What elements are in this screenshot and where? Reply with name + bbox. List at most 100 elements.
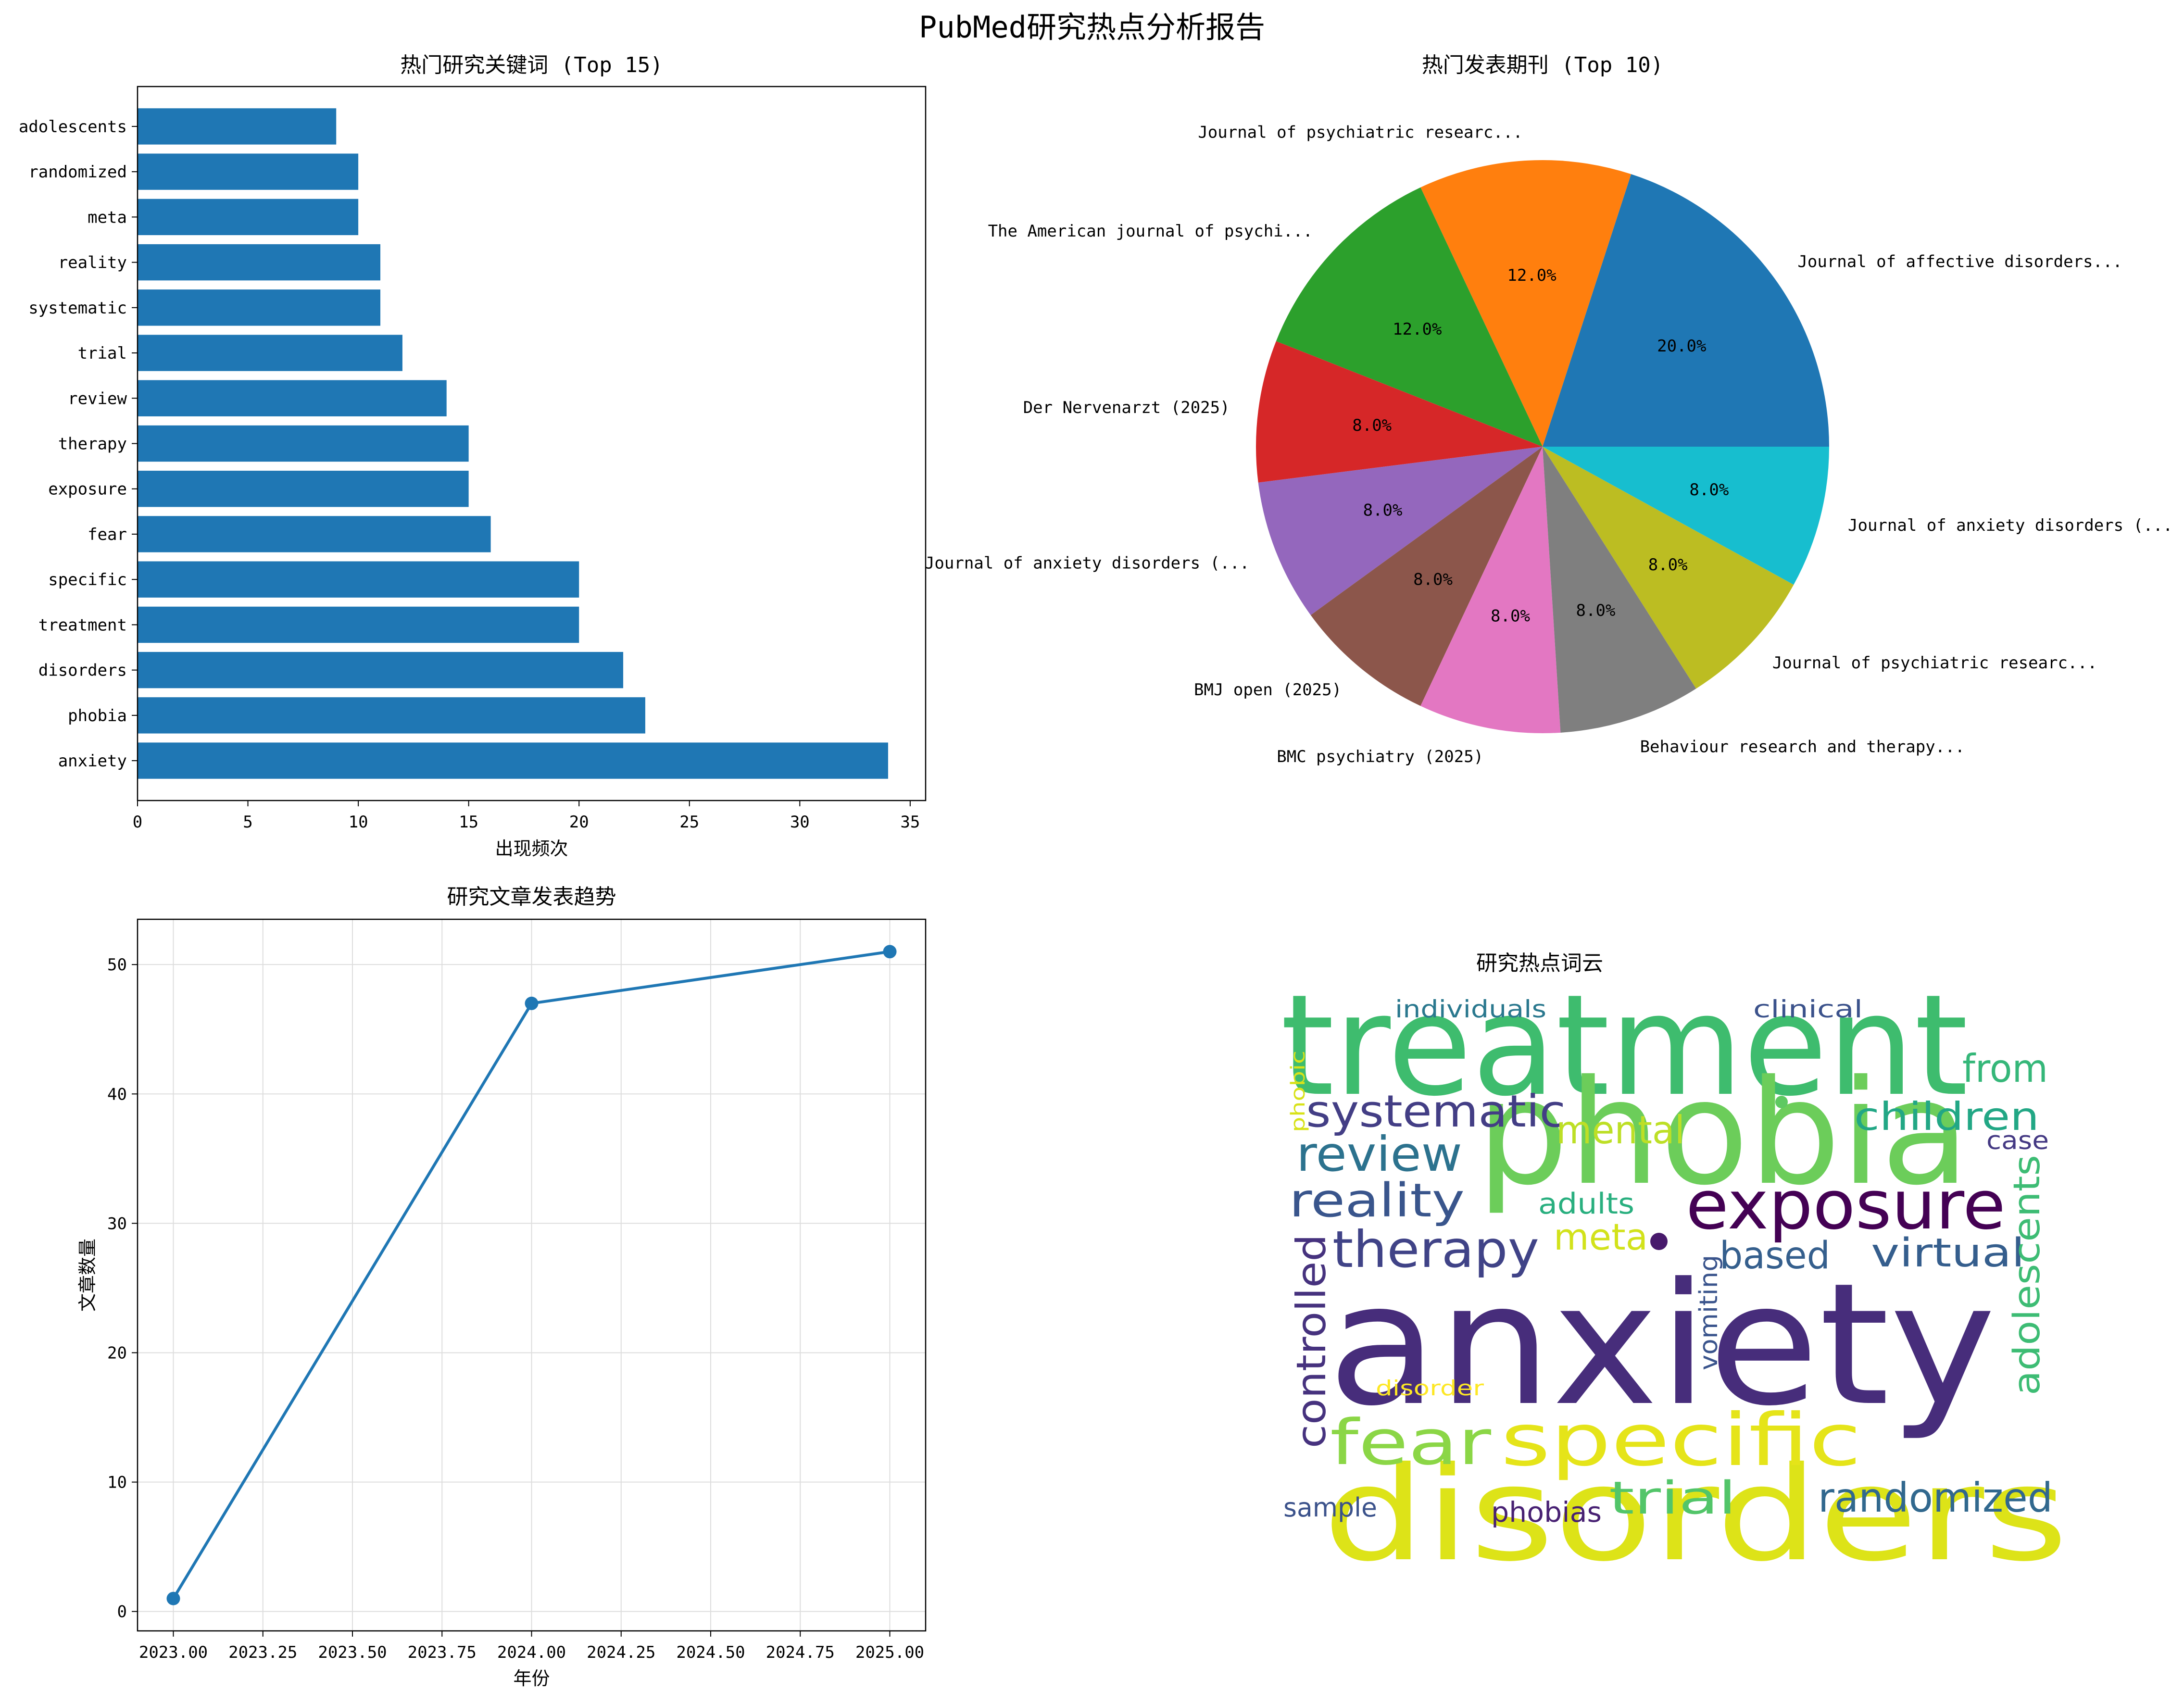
x-tick-label: 20: [569, 813, 589, 832]
word-cloud-word: sample: [1283, 1492, 1377, 1523]
x-tick-label: 0: [133, 813, 142, 832]
y-tick-label: 10: [107, 1473, 127, 1492]
word-cloud-word: phobic: [1287, 1051, 1309, 1132]
bar: [138, 606, 579, 643]
y-tick-label: trial: [78, 344, 127, 363]
pie-slice: [1543, 447, 1696, 733]
word-cloud-word: mental: [1556, 1108, 1685, 1152]
bar: [138, 199, 359, 236]
word-cloud-word: exposure: [1686, 1166, 2006, 1245]
bar: [138, 742, 888, 779]
y-tick-label: anxiety: [58, 751, 127, 771]
word-cloud-word: disorders: [1323, 1439, 2068, 1590]
y-tick-label: review: [68, 389, 127, 408]
x-tick-label: 25: [679, 813, 699, 832]
slice-label: Behaviour research and therapy...: [1640, 738, 1965, 757]
data-point: [883, 945, 897, 959]
bar: [138, 516, 491, 552]
bar: [138, 697, 645, 734]
x-tick-label: 35: [900, 813, 920, 832]
word-cloud-word: disorder: [1376, 1376, 1484, 1401]
pie-slice: [1543, 447, 1794, 689]
plot-frame: [137, 86, 927, 801]
slice-label: Journal of psychiatric researc...: [1772, 653, 2097, 673]
slice-percent-label: 8.0%: [1689, 480, 1729, 500]
word-cloud-word: controlled: [1288, 1234, 1335, 1448]
y-tick-label: therapy: [58, 435, 127, 454]
y-tick-label: 20: [107, 1343, 127, 1363]
word-cloud-dot: [1650, 1233, 1668, 1250]
slice-percent-label: 8.0%: [1648, 555, 1688, 575]
x-tick-label: 10: [349, 813, 368, 832]
y-tick-label: adolescents: [19, 117, 127, 137]
x-axis-label: 出现频次: [495, 838, 568, 859]
x-tick-label: 2024.50: [676, 1643, 745, 1662]
y-tick-label: reality: [58, 253, 127, 273]
word-cloud-word: reality: [1289, 1174, 1465, 1227]
publication-trend-chart: 研究文章发表趋势 2023.00 2023.25 2023.50 2023.75 2024…: [77, 885, 927, 1689]
word-cloud-word: virtual: [1871, 1230, 2025, 1276]
slice-percent-label: 8.0%: [1352, 416, 1392, 435]
y-tick-label: treatment: [38, 615, 127, 635]
bar: [138, 471, 469, 507]
y-tick-label: randomized: [28, 163, 127, 182]
y-tick-label: systematic: [28, 299, 127, 318]
slice-label: Journal of psychiatric researc...: [1198, 123, 1523, 142]
word-cloud-word: treatment: [1280, 965, 1968, 1127]
word-cloud-word: fear: [1330, 1406, 1492, 1479]
chart-title: 研究文章发表趋势: [447, 885, 616, 909]
slice-percent-label: 20.0%: [1657, 337, 1706, 356]
slice-label: Journal of anxiety disorders (...: [925, 553, 1250, 573]
pie-slice: [1256, 341, 1543, 483]
data-point: [525, 996, 539, 1010]
slice-percent-label: 8.0%: [1363, 501, 1403, 520]
x-tick-label: 30: [790, 813, 810, 832]
y-tick-label: meta: [88, 208, 127, 227]
word-cloud-word: systematic: [1306, 1086, 1566, 1137]
slice-percent-label: 8.0%: [1576, 601, 1616, 620]
word-cloud-word: adolescents: [2005, 1155, 2048, 1395]
bar: [138, 561, 579, 598]
pie-slice: [1420, 160, 1632, 447]
x-tick-label: 2023.00: [139, 1643, 208, 1662]
bar: [138, 244, 381, 281]
word-cloud-word: adults: [1538, 1187, 1634, 1221]
slice-label: Journal of affective disorders...: [1797, 252, 2122, 272]
word-cloud-word: clinical: [1753, 995, 1863, 1023]
y-axis-label: 文章数量: [77, 1239, 98, 1312]
x-tick-label: 15: [459, 813, 478, 832]
report-title: PubMed研究热点分析报告: [919, 10, 1265, 45]
y-tick-label: phobia: [68, 706, 127, 726]
x-tick-label: 2023.75: [408, 1643, 477, 1662]
bar: [138, 380, 447, 416]
bar: [138, 335, 402, 371]
y-tick-label: 30: [107, 1214, 127, 1233]
slice-label: The American journal of psychi...: [988, 222, 1313, 241]
chart-title: 热门研究关键词 (Top 15): [400, 53, 663, 77]
slice-label: Der Nervenarzt (2025): [1023, 398, 1230, 417]
journal-pie-chart: 热门发表期刊 (Top 10) 20.0% Journal of affective…: [925, 53, 2173, 766]
y-tick-label: exposure: [48, 480, 127, 499]
word-cloud-word: randomized: [1818, 1474, 2053, 1521]
pie-slice: [1420, 447, 1561, 733]
word-cloud-word: review: [1296, 1126, 1462, 1182]
y-tick-label: 40: [107, 1085, 127, 1104]
x-tick-label: 2024.75: [766, 1643, 835, 1662]
pie-slice: [1276, 187, 1543, 447]
word-cloud-word: phobia: [1477, 1049, 1970, 1217]
y-tick-label: fear: [88, 525, 127, 544]
x-tick-label: 5: [243, 813, 252, 832]
bar: [138, 425, 469, 462]
bar: [138, 289, 381, 326]
word-cloud-word: vomiting: [1694, 1255, 1723, 1370]
slice-label: BMJ open (2025): [1194, 680, 1342, 700]
y-tick-label: 50: [107, 955, 127, 975]
word-cloud-word: from: [1962, 1046, 2048, 1091]
x-tick-label: 2024.25: [587, 1643, 655, 1662]
data-point: [166, 1591, 180, 1605]
x-tick-label: 2024.00: [497, 1643, 566, 1662]
word-cloud-word: specific: [1501, 1399, 1861, 1482]
bar: [138, 108, 337, 145]
slice-percent-label: 8.0%: [1491, 606, 1530, 626]
